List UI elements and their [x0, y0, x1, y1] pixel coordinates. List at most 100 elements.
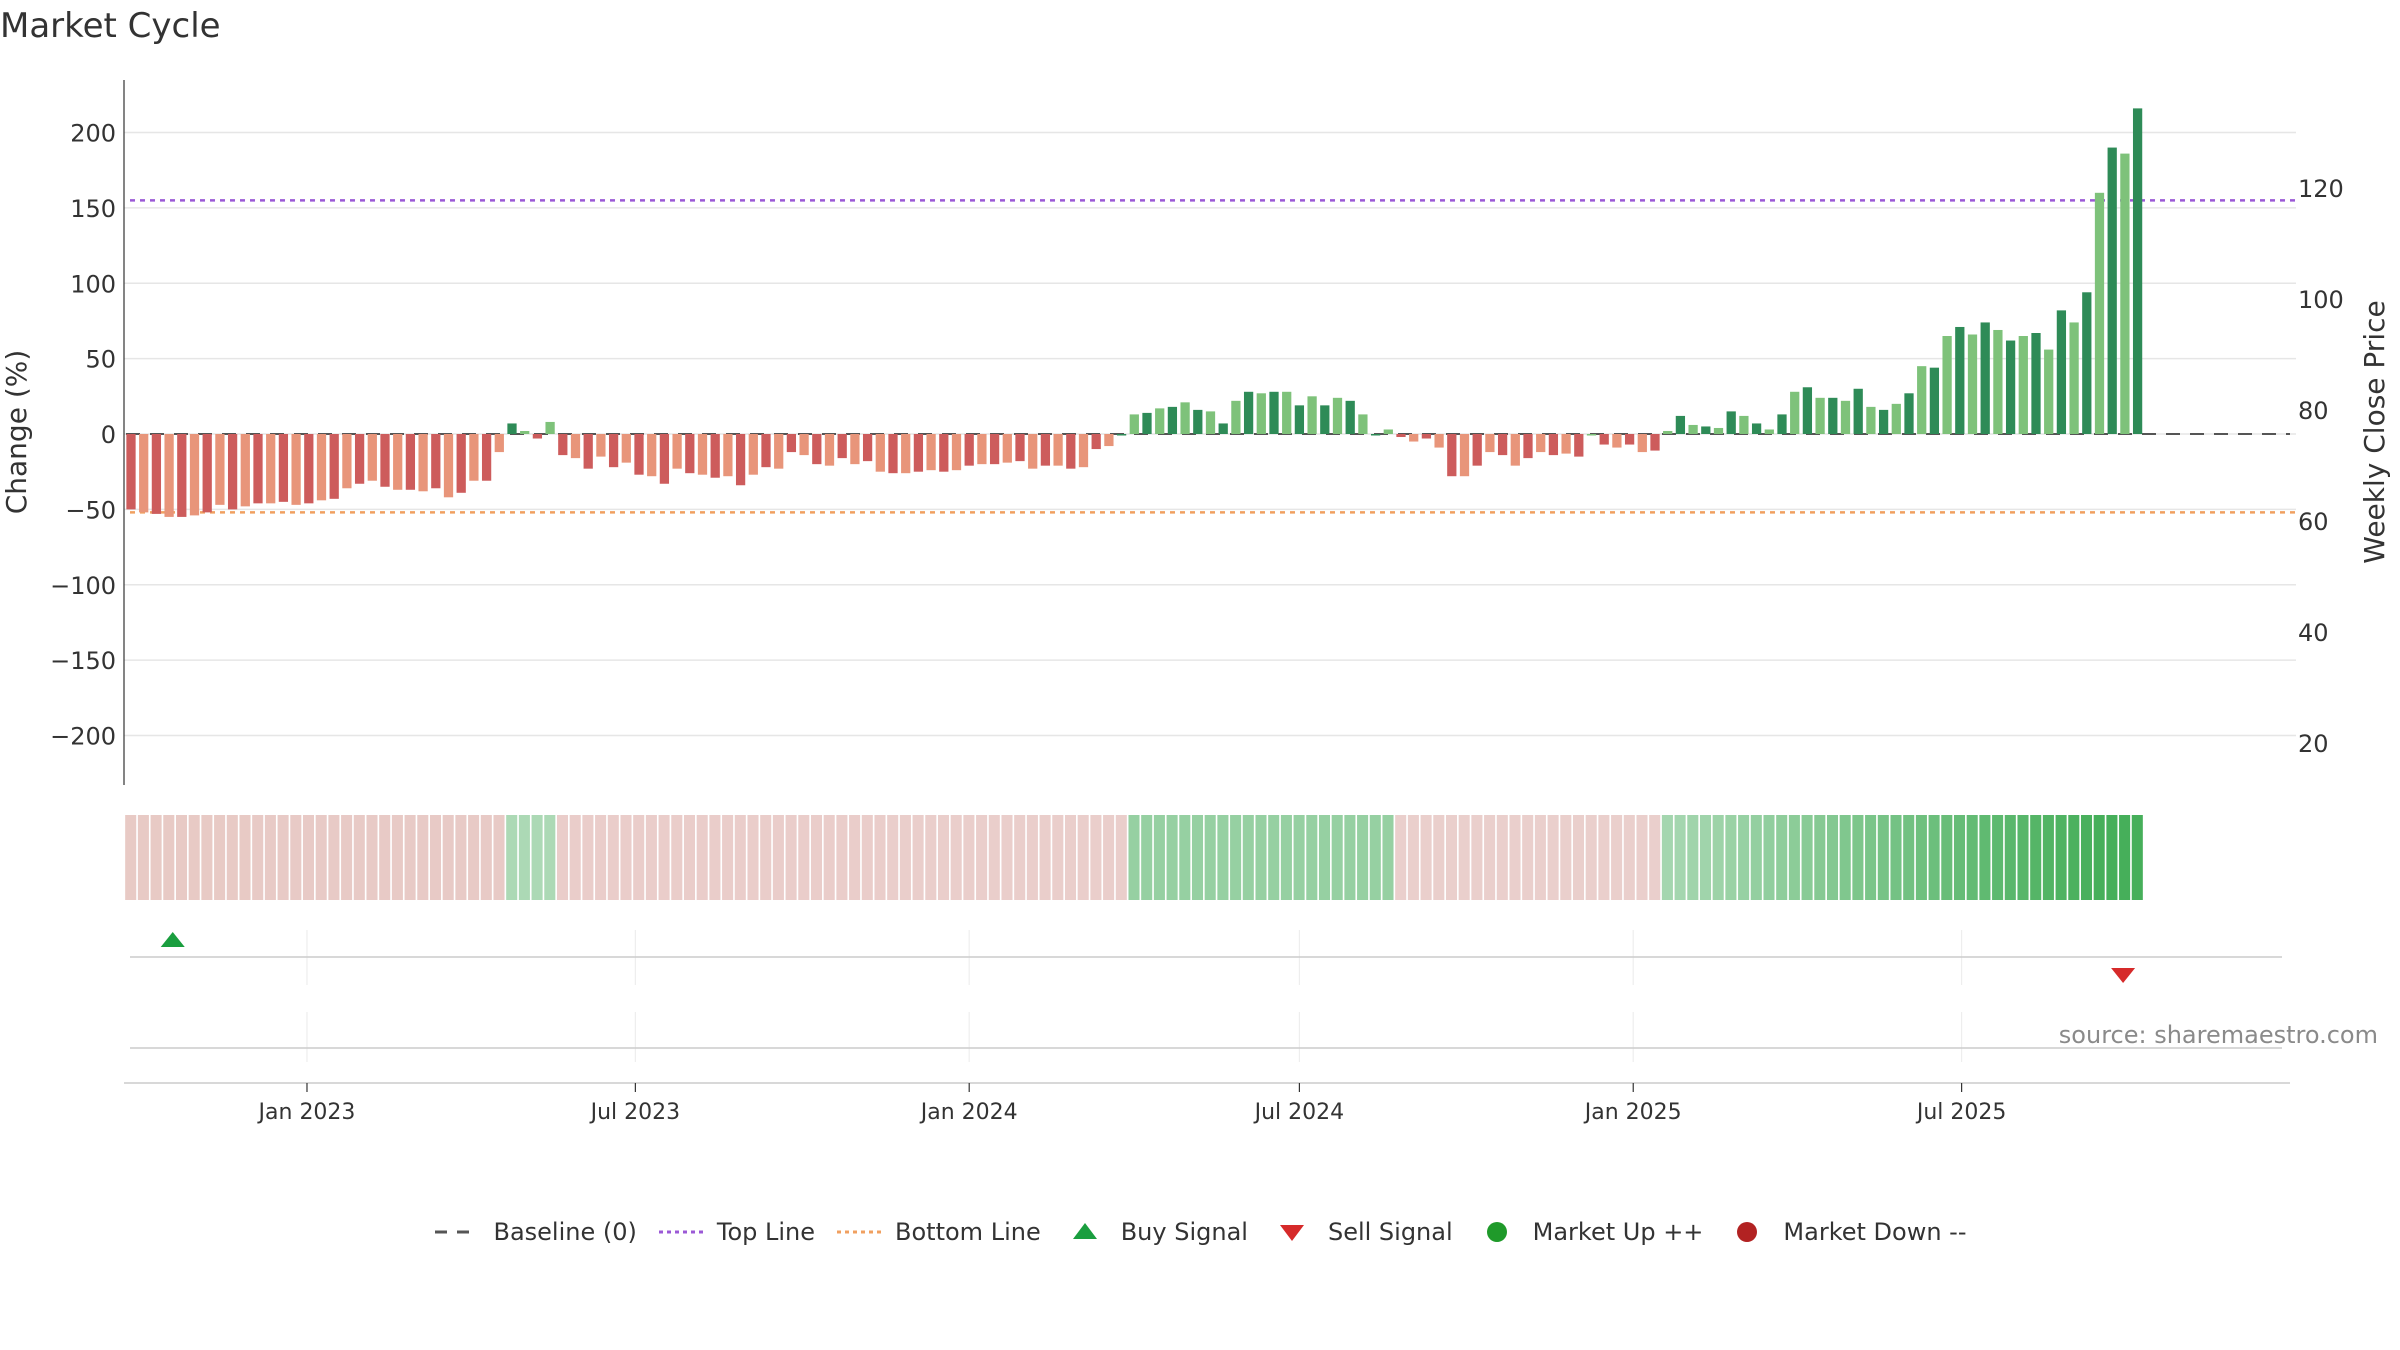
change-bar	[1053, 434, 1063, 466]
cycle-cell	[1776, 815, 1788, 900]
cycle-cell	[607, 815, 619, 900]
change-bar	[1574, 434, 1584, 457]
cycle-cell	[150, 815, 162, 900]
cycle-cell	[1649, 815, 1661, 900]
cycle-cell	[1725, 815, 1737, 900]
cycle-cell	[1814, 815, 1826, 900]
chart-title: Market Cycle	[0, 6, 221, 46]
change-bar	[2132, 108, 2143, 434]
change-bar	[824, 434, 835, 466]
change-bar	[240, 434, 250, 507]
change-bar	[304, 434, 314, 504]
cycle-cell	[1979, 815, 1991, 900]
change-bar	[1142, 412, 1152, 434]
change-bar	[1739, 415, 1749, 434]
cycle-cell	[315, 815, 327, 900]
change-bar	[266, 434, 276, 504]
cycle-cell	[810, 815, 823, 900]
change-bar	[1332, 397, 1343, 434]
cycle-cell	[1166, 815, 1178, 900]
change-bar	[545, 421, 555, 434]
change-bar	[1231, 400, 1241, 434]
cycle-cell	[1661, 815, 1673, 900]
change-bar	[1650, 434, 1660, 451]
cycle-cell	[1712, 815, 1724, 900]
change-bar	[672, 434, 682, 469]
cycle-cell	[1534, 815, 1546, 900]
y-tick-label: 150	[70, 195, 116, 223]
change-bar	[1167, 406, 1178, 434]
source-note: source: sharemaestro.com	[2058, 1021, 2378, 1049]
change-bar	[507, 423, 517, 434]
cycle-cell	[226, 815, 238, 900]
cycle-cell	[302, 815, 315, 900]
change-bar	[1218, 423, 1228, 434]
legend-item-bottom-line: Bottom Line	[835, 1218, 1041, 1246]
cycle-cell	[569, 815, 581, 900]
change-bar	[1510, 434, 1520, 466]
cycle-cell	[137, 815, 149, 900]
change-bar	[1066, 434, 1076, 469]
change-bar	[1866, 406, 1876, 434]
y-axis-label: Change (%)	[0, 350, 33, 515]
change-bar	[812, 434, 822, 465]
change-bar	[583, 434, 593, 469]
cycle-cell	[1268, 815, 1280, 900]
cycle-cell	[391, 815, 403, 900]
change-bar	[494, 434, 504, 453]
cycle-cell	[1788, 815, 1800, 900]
change-bar	[1815, 397, 1825, 434]
change-bar	[418, 434, 428, 492]
cycle-cell	[963, 815, 975, 900]
change-bar	[977, 434, 987, 465]
change-bar	[1434, 434, 1444, 448]
cycle-cell	[277, 815, 289, 900]
cycle-cell	[2093, 815, 2105, 900]
cycle-cell	[214, 815, 226, 900]
change-bar	[558, 434, 568, 456]
cycle-cell	[328, 815, 340, 900]
y-tick-label: 100	[70, 270, 116, 298]
change-bar	[1472, 434, 1482, 466]
change-bar	[1015, 434, 1025, 462]
cycle-cell	[1852, 815, 1864, 900]
cycle-cell	[1953, 815, 1966, 900]
cycle-cell	[1039, 815, 1051, 900]
legend-label: Top Line	[716, 1218, 816, 1246]
cycle-cell	[874, 815, 886, 900]
cycle-cell	[531, 815, 543, 900]
change-bar	[888, 434, 898, 474]
cycle-cell	[2017, 815, 2029, 900]
change-bar	[1205, 411, 1216, 434]
legend: Baseline (0) Top Line Bottom Line Buy Si…	[0, 1212, 2400, 1252]
cycle-cell	[1915, 815, 1927, 900]
cycle-cell	[264, 815, 276, 900]
change-bar	[469, 434, 479, 481]
change-bar	[443, 434, 454, 498]
legend-label: Baseline (0)	[493, 1218, 637, 1246]
change-bar	[2031, 333, 2041, 434]
y2-tick-label: 40	[2298, 619, 2329, 647]
cycle-cell	[1280, 815, 1292, 900]
change-bar	[367, 434, 377, 481]
y2-tick-label: 60	[2298, 508, 2329, 536]
change-bar	[164, 434, 174, 517]
cycle-cell	[861, 815, 873, 900]
cycle-cell	[1865, 815, 1877, 900]
cycle-cell	[480, 815, 492, 900]
x-tick-label: Jul 2024	[1253, 1100, 1345, 1125]
change-bar	[774, 434, 784, 469]
y2-tick-label: 100	[2298, 286, 2344, 314]
change-bar	[723, 434, 733, 477]
cycle-cell	[772, 815, 784, 900]
change-bar	[405, 434, 416, 490]
change-bar	[1802, 387, 1813, 434]
cycle-cell	[1026, 815, 1038, 900]
cycle-cell	[1318, 815, 1331, 900]
change-bar	[1536, 434, 1546, 453]
change-bar	[1917, 366, 1927, 434]
change-bar	[1713, 427, 1724, 434]
change-bar	[647, 434, 657, 477]
sell-signal-marker	[2111, 968, 2136, 983]
axis-layer	[123, 80, 2296, 1092]
